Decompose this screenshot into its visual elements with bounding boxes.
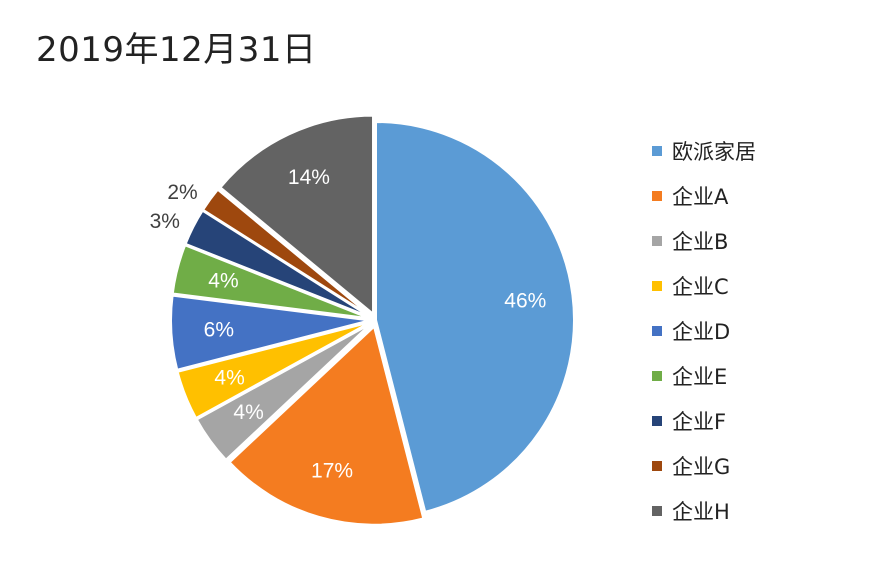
legend-item-9: 企业H — [652, 488, 852, 533]
pie-slice-6 — [171, 244, 370, 320]
legend-swatch — [652, 325, 662, 336]
data-label-1: 46% — [504, 290, 546, 313]
legend-item-6: 企业E — [652, 353, 852, 398]
legend-item-1: 欧派家居 — [652, 128, 852, 173]
data-label-8: 2% — [167, 181, 197, 204]
pie-slice-3 — [195, 323, 372, 462]
data-label-4: 4% — [214, 366, 244, 389]
data-label-9: 14% — [288, 166, 330, 189]
legend-item-4: 企业C — [652, 263, 852, 308]
pie-slice-5 — [170, 294, 370, 371]
legend-label: 企业B — [672, 229, 729, 254]
pie-slice-9 — [219, 114, 375, 316]
legend-label: 欧派家居 — [672, 139, 756, 164]
legend-swatch — [652, 460, 662, 471]
data-label-3: 4% — [233, 401, 263, 424]
legend-item-3: 企业B — [652, 218, 852, 263]
legend-item-7: 企业F — [652, 398, 852, 443]
legend-label: 企业E — [672, 364, 728, 389]
legend-label: 企业D — [672, 319, 731, 344]
legend-swatch — [652, 280, 662, 291]
legend: 欧派家居企业A 企业B 企业C 企业D 企业E 企业F 企业G 企业H — [652, 128, 852, 533]
pie-slice-2 — [228, 324, 425, 526]
data-label-7: 3% — [150, 210, 180, 233]
legend-swatch — [652, 190, 662, 201]
legend-label: 企业F — [672, 409, 727, 434]
pie-slice-4 — [176, 321, 370, 420]
data-label-5: 6% — [204, 318, 234, 341]
legend-swatch — [652, 370, 662, 381]
legend-label: 企业A — [672, 184, 729, 209]
chart-title: 2019年12月31日 — [36, 30, 317, 70]
legend-item-8: 企业G — [652, 443, 852, 488]
pie-slice-7 — [184, 209, 371, 318]
legend-item-5: 企业D — [652, 308, 852, 353]
legend-label: 企业C — [672, 274, 729, 299]
legend-swatch — [652, 415, 662, 426]
pie-slice-8 — [201, 188, 371, 317]
legend-label: 企业H — [672, 499, 730, 524]
legend-label: 企业G — [672, 454, 731, 479]
data-label-6: 4% — [208, 269, 238, 292]
legend-swatch — [652, 145, 662, 156]
pie-slice-1 — [375, 120, 575, 513]
legend-item-2: 企业A — [652, 173, 852, 218]
legend-swatch — [652, 235, 662, 246]
legend-swatch — [652, 505, 662, 516]
data-label-2: 17% — [311, 460, 353, 483]
